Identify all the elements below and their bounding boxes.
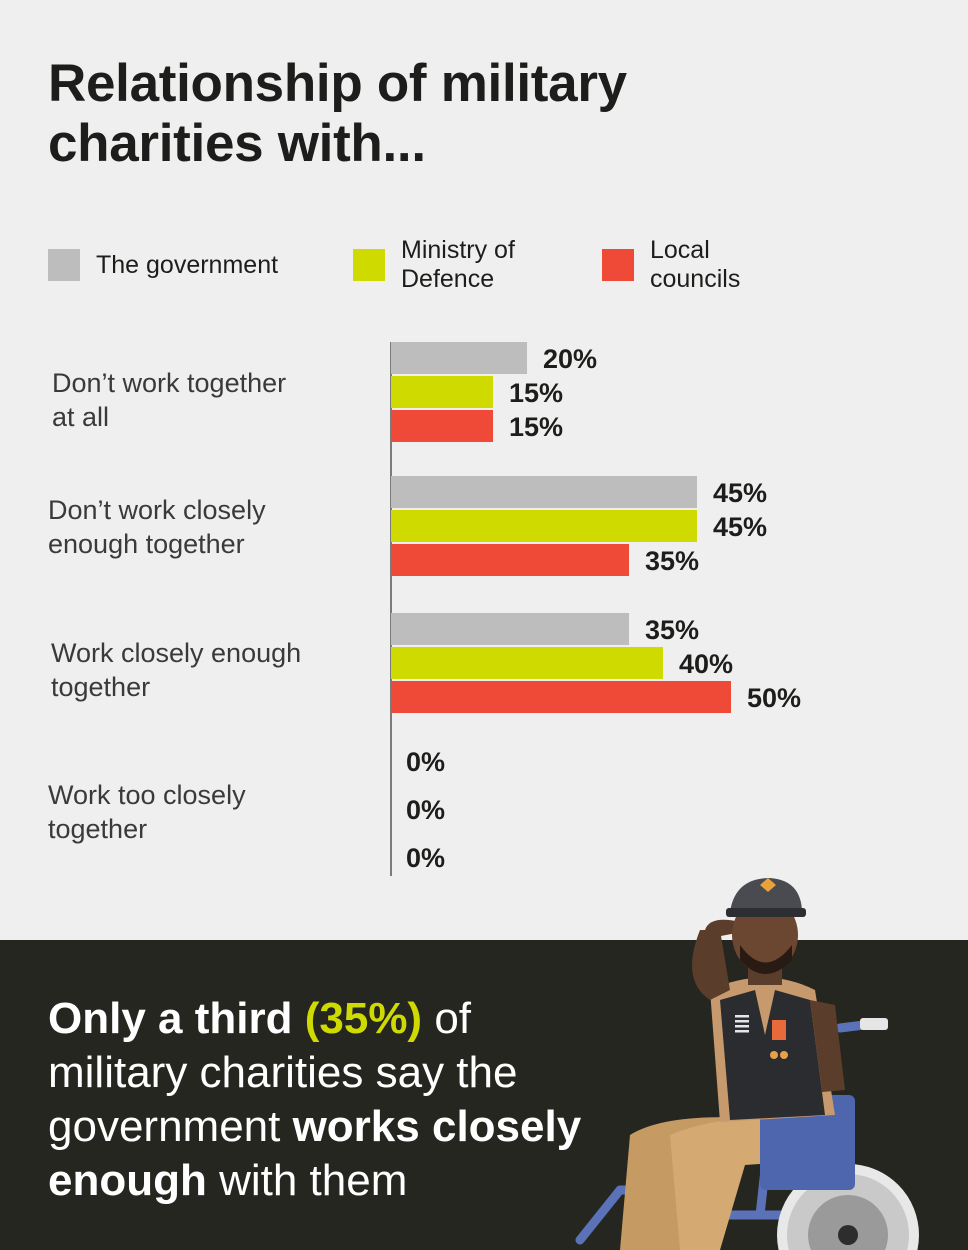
bar-value-label-4-1: 0% bbox=[406, 747, 445, 777]
bar-3-1 bbox=[391, 613, 629, 645]
bar-value-label-1-3: 15% bbox=[509, 412, 563, 442]
bar-value-label-4-2: 0% bbox=[406, 795, 445, 825]
bars-layer: 20% 15% 15% 45% 45% 35% 35% 40% 50% 0% 0% 0% bbox=[391, 342, 801, 873]
bar-1-2 bbox=[391, 376, 493, 408]
chart-title: Relationship of military charities with.… bbox=[48, 54, 627, 173]
footer-part4: works closely enough bbox=[48, 1102, 582, 1205]
legend-item-mod: Ministry of Defence bbox=[353, 236, 515, 294]
bar-3-3 bbox=[391, 681, 731, 713]
bar-2-3 bbox=[391, 544, 629, 576]
bar-2-2 bbox=[391, 510, 697, 542]
bar-value-label-2-3: 35% bbox=[645, 546, 699, 576]
legend-item-councils: Local councils bbox=[602, 236, 740, 294]
category-label-too-closely: Work too closely together bbox=[48, 780, 246, 844]
bar-1-3 bbox=[391, 410, 493, 442]
bar-1-1 bbox=[391, 342, 527, 374]
legend-swatch-government bbox=[48, 249, 80, 281]
legend-swatch-councils bbox=[602, 249, 634, 281]
bar-value-label-4-3: 0% bbox=[406, 843, 445, 873]
footer-highlight: (35%) bbox=[304, 994, 423, 1043]
bar-value-label-3-3: 50% bbox=[747, 683, 801, 713]
category-label-not-closely: Don’t work closely enough together bbox=[48, 495, 266, 559]
veteran-wheelchair-illustration bbox=[575, 878, 919, 1250]
footer-part5: with them bbox=[206, 1156, 408, 1205]
category-label-closely-enough: Work closely enough together bbox=[51, 638, 302, 702]
bar-value-label-2-2: 45% bbox=[713, 512, 767, 542]
bar-value-label-3-2: 40% bbox=[679, 649, 733, 679]
legend-label-councils: Local councils bbox=[650, 236, 741, 293]
bar-value-label-3-1: 35% bbox=[645, 615, 699, 645]
bar-value-label-1-2: 15% bbox=[509, 378, 563, 408]
legend-label-government: The government bbox=[96, 250, 279, 279]
legend-swatch-mod bbox=[353, 249, 385, 281]
legend-label-mod: Ministry of Defence bbox=[401, 236, 515, 293]
legend-item-government: The government bbox=[48, 249, 278, 281]
bar-3-2 bbox=[391, 647, 663, 679]
bar-chart: 20% 15% 15% 45% 45% 35% 35% 40% 50% 0% 0% 0% bbox=[390, 342, 801, 876]
footer-part1: Only a third bbox=[48, 994, 293, 1043]
footer-statement: Only a third (35%) of military charities… bbox=[48, 992, 608, 1208]
bar-value-label-2-1: 45% bbox=[713, 478, 767, 508]
bar-2-1 bbox=[391, 476, 697, 508]
footer-part3: of military charities say the government bbox=[48, 994, 518, 1151]
bar-value-label-1-1: 20% bbox=[543, 344, 597, 374]
category-label-not-together: Don’t work together at all bbox=[52, 368, 287, 432]
